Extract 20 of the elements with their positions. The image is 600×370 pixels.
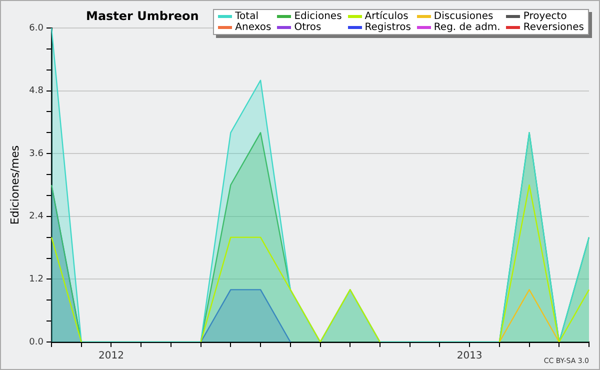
- legend-label: Artículos: [364, 11, 408, 22]
- legend-label: Discusiones: [434, 11, 494, 22]
- y-axis-title: Ediciones/mes: [8, 145, 22, 225]
- legend-label: Total: [235, 11, 258, 22]
- chart-title: Master Umbreon: [86, 9, 199, 23]
- y-tick-label: 1.2: [29, 274, 44, 285]
- x-tick-label: 2012: [98, 350, 124, 362]
- legend-label: Reg. de adm.: [434, 22, 500, 33]
- legend-label: Proyecto: [523, 11, 567, 22]
- legend-label: Anexos: [235, 22, 272, 33]
- y-tick-label: 2.4: [29, 212, 44, 222]
- legend-label: Registros: [364, 22, 411, 33]
- y-tick-label: 4.8: [29, 86, 44, 96]
- legend-label: Reversiones: [523, 22, 584, 33]
- legend-label: Ediciones: [294, 11, 342, 22]
- y-tick-label: 3.6: [29, 148, 44, 159]
- x-tick-label: 2013: [456, 350, 482, 362]
- y-tick-label: 0.0: [29, 337, 44, 348]
- legend-label: Otros: [294, 22, 322, 33]
- y-tick-label: 6.0: [29, 23, 44, 34]
